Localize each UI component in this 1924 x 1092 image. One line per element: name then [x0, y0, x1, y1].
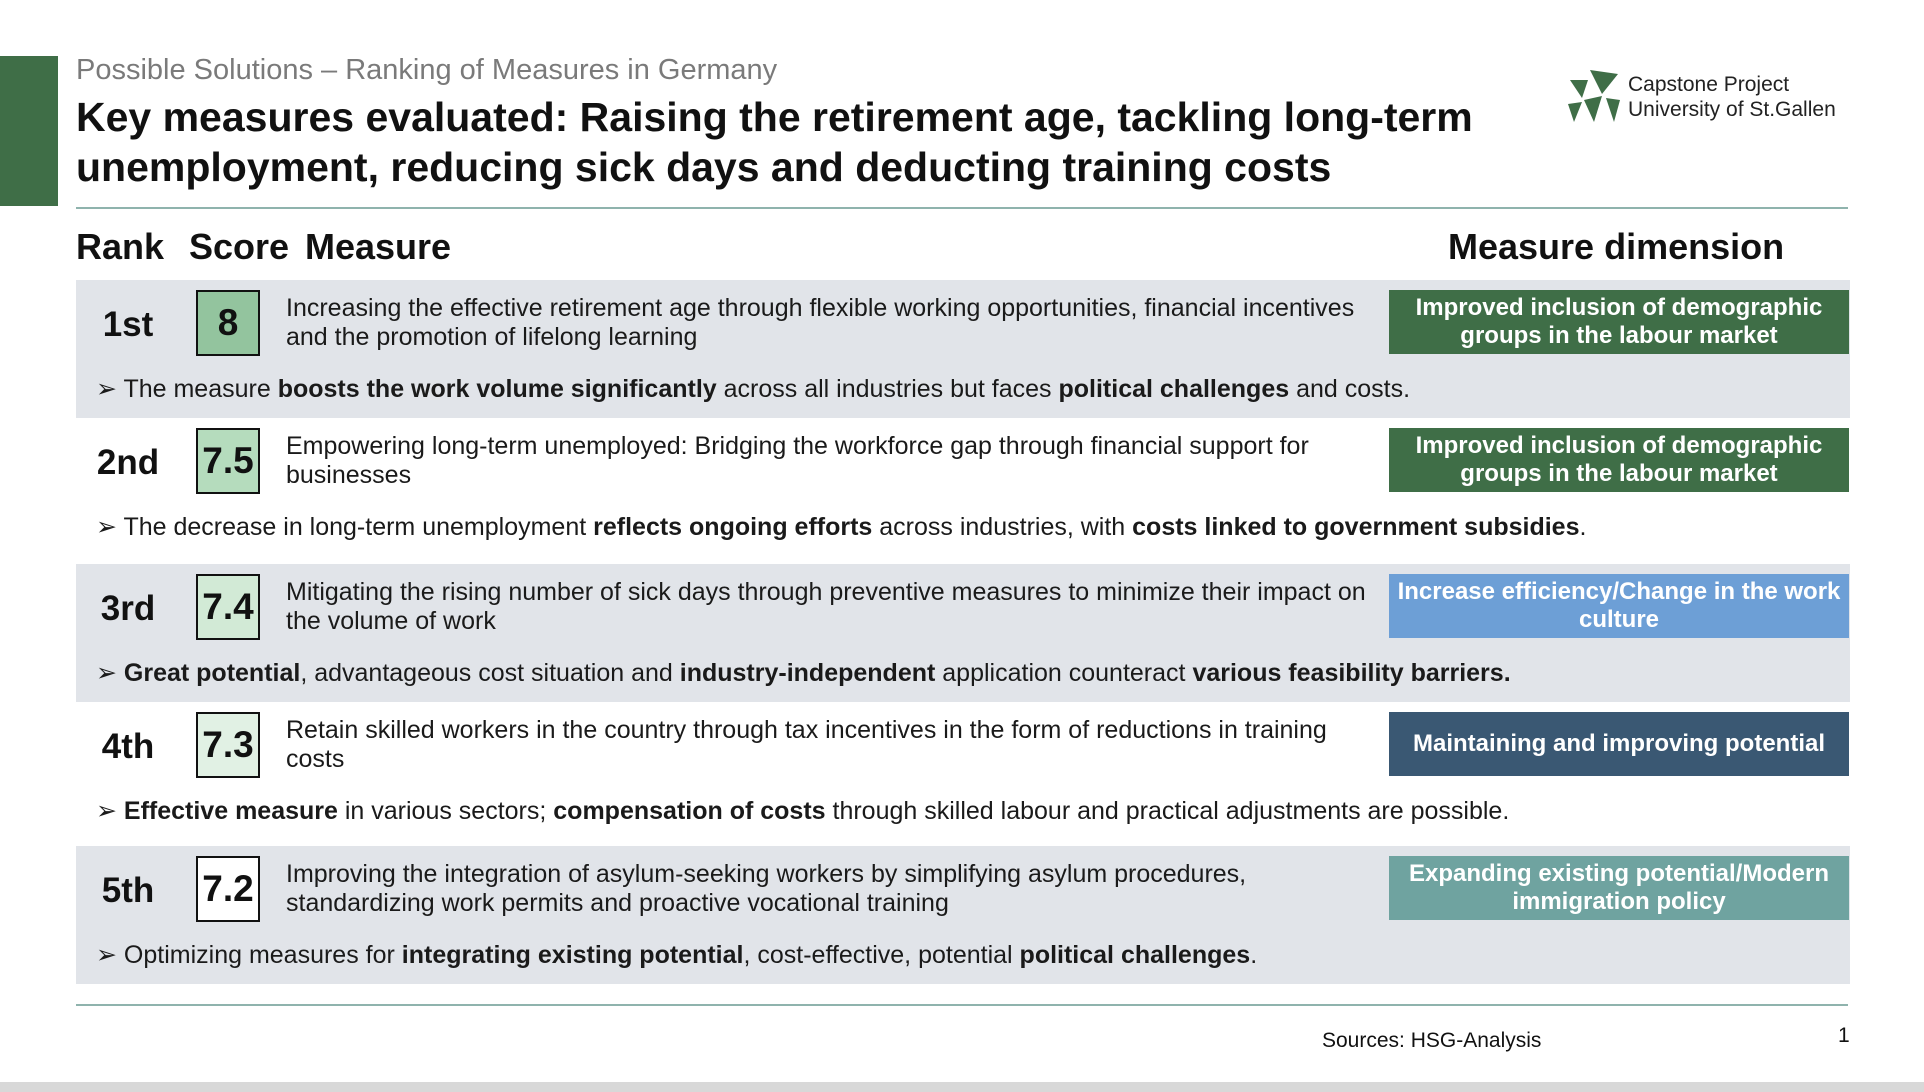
measure-description: Mitigating the rising number of sick day… — [286, 578, 1366, 635]
note-emphasis: various feasibility barriers. — [1192, 659, 1511, 687]
logo-line-2: University of St.Gallen — [1628, 98, 1836, 121]
column-header-score: Score — [189, 226, 290, 267]
measure-description: Retain skilled workers in the country th… — [286, 716, 1327, 773]
note-text: , advantageous cost situation and — [300, 659, 680, 687]
note-text: Optimizing measures for — [123, 941, 402, 969]
note-text: and costs. — [1289, 375, 1411, 403]
logo-line-1: Capstone Project — [1628, 73, 1790, 96]
column-header-dimension: Measure dimension — [1448, 226, 1785, 267]
note-emphasis: reflects ongoing efforts — [593, 513, 873, 541]
rank-label: 3rd — [100, 589, 156, 628]
note-emphasis: political challenges — [1019, 941, 1251, 969]
note-emphasis: costs linked to government subsidies — [1132, 513, 1580, 541]
slide-title: Key measures evaluated: Raising the reti… — [76, 94, 1473, 190]
arrow-bullet-icon: ➢ — [96, 797, 124, 825]
logo-text: Capstone Project University of St.Gallen — [1628, 72, 1836, 122]
column-header-measure: Measure — [305, 226, 452, 267]
sources-note: Sources: HSG-Analysis — [1322, 1029, 1542, 1052]
score-badge: 7.2 — [196, 856, 260, 922]
dimension-badge: Improved inclusion of demographic groups… — [1389, 428, 1849, 492]
note-emphasis: Effective measure — [123, 797, 338, 825]
note-text: through skilled labour and practical adj… — [825, 797, 1510, 825]
note-text: in various sectors; — [337, 797, 554, 825]
score-badge: 7.4 — [196, 574, 260, 640]
measure-row: 5th 7.2 Improving the integration of asylu… — [76, 846, 1850, 984]
measure-description: Improving the integration of asylum-seek… — [286, 860, 1247, 917]
measure-description: Empowering long-term unemployed: Bridgin… — [286, 432, 1309, 489]
dimension-badge: Maintaining and improving potential — [1389, 712, 1849, 776]
note-emphasis: integrating existing potential — [401, 941, 744, 969]
accent-bar — [0, 56, 58, 206]
rank-label: 1st — [102, 305, 154, 344]
note-text: , cost-effective, potential — [743, 941, 1020, 969]
rank-label: 4th — [101, 727, 155, 766]
logo: Capstone Project University of St.Gallen — [1566, 68, 1856, 126]
note-text: The decrease in long-term unemployment — [123, 513, 594, 541]
measure-assessment: ➢ The measure boosts the work volume sig… — [96, 374, 1410, 404]
note-emphasis: boosts the work volume significantly — [277, 375, 717, 403]
note-text: . — [1579, 513, 1587, 541]
note-emphasis: industry-independent — [679, 659, 936, 687]
bottom-divider — [76, 1004, 1848, 1006]
arrow-bullet-icon: ➢ — [96, 375, 124, 403]
arrow-bullet-icon: ➢ — [96, 659, 124, 687]
column-header-rank: Rank — [76, 226, 165, 267]
top-divider — [76, 207, 1848, 209]
measure-description: Increasing the effective retirement age … — [286, 294, 1355, 351]
arrow-bullet-icon: ➢ — [96, 941, 124, 969]
slide-subtitle: Possible Solutions – Ranking of Measures… — [76, 54, 778, 86]
note-text: . — [1250, 941, 1258, 969]
note-text: The measure — [123, 375, 278, 403]
note-emphasis: political challenges — [1058, 375, 1290, 403]
score-badge: 7.3 — [196, 712, 260, 778]
note-text: across all industries but faces — [716, 375, 1059, 403]
note-text: across industries, with — [872, 513, 1133, 541]
dimension-badge: Increase efficiency/Change in the work c… — [1389, 574, 1849, 638]
note-emphasis: compensation of costs — [553, 797, 826, 825]
arrow-bullet-icon: ➢ — [96, 513, 124, 541]
score-badge: 8 — [196, 290, 260, 356]
dimension-badge: Improved inclusion of demographic groups… — [1389, 290, 1849, 354]
rank-label: 2nd — [96, 443, 160, 482]
measure-row: 4th 7.3 Retain skilled workers in the coun… — [76, 702, 1850, 840]
measure-assessment: ➢ Effective measure in various sectors; … — [96, 796, 1509, 826]
note-text: application counteract — [935, 659, 1193, 687]
measure-assessment: ➢ Great potential, advantageous cost sit… — [96, 658, 1511, 688]
measure-row: 2nd 7.5 Empowering long-term unemployed: B… — [76, 418, 1850, 556]
measure-row: 1st 8 Increasing the effective retirement … — [76, 280, 1850, 418]
measure-assessment: ➢ The decrease in long-term unemployment… — [96, 512, 1586, 542]
dimension-badge: Expanding existing potential/Modern immi… — [1389, 856, 1849, 920]
note-emphasis: Great potential — [123, 659, 301, 687]
measure-row: 3rd 7.4 Mitigating the rising number of si… — [76, 564, 1850, 702]
page-number: 1 — [1838, 1024, 1850, 1047]
hsg-logo-icon — [1568, 70, 1620, 122]
rank-label: 5th — [101, 871, 155, 910]
measure-assessment: ➢ Optimizing measures for integrating ex… — [96, 940, 1257, 970]
score-badge: 7.5 — [196, 428, 260, 494]
